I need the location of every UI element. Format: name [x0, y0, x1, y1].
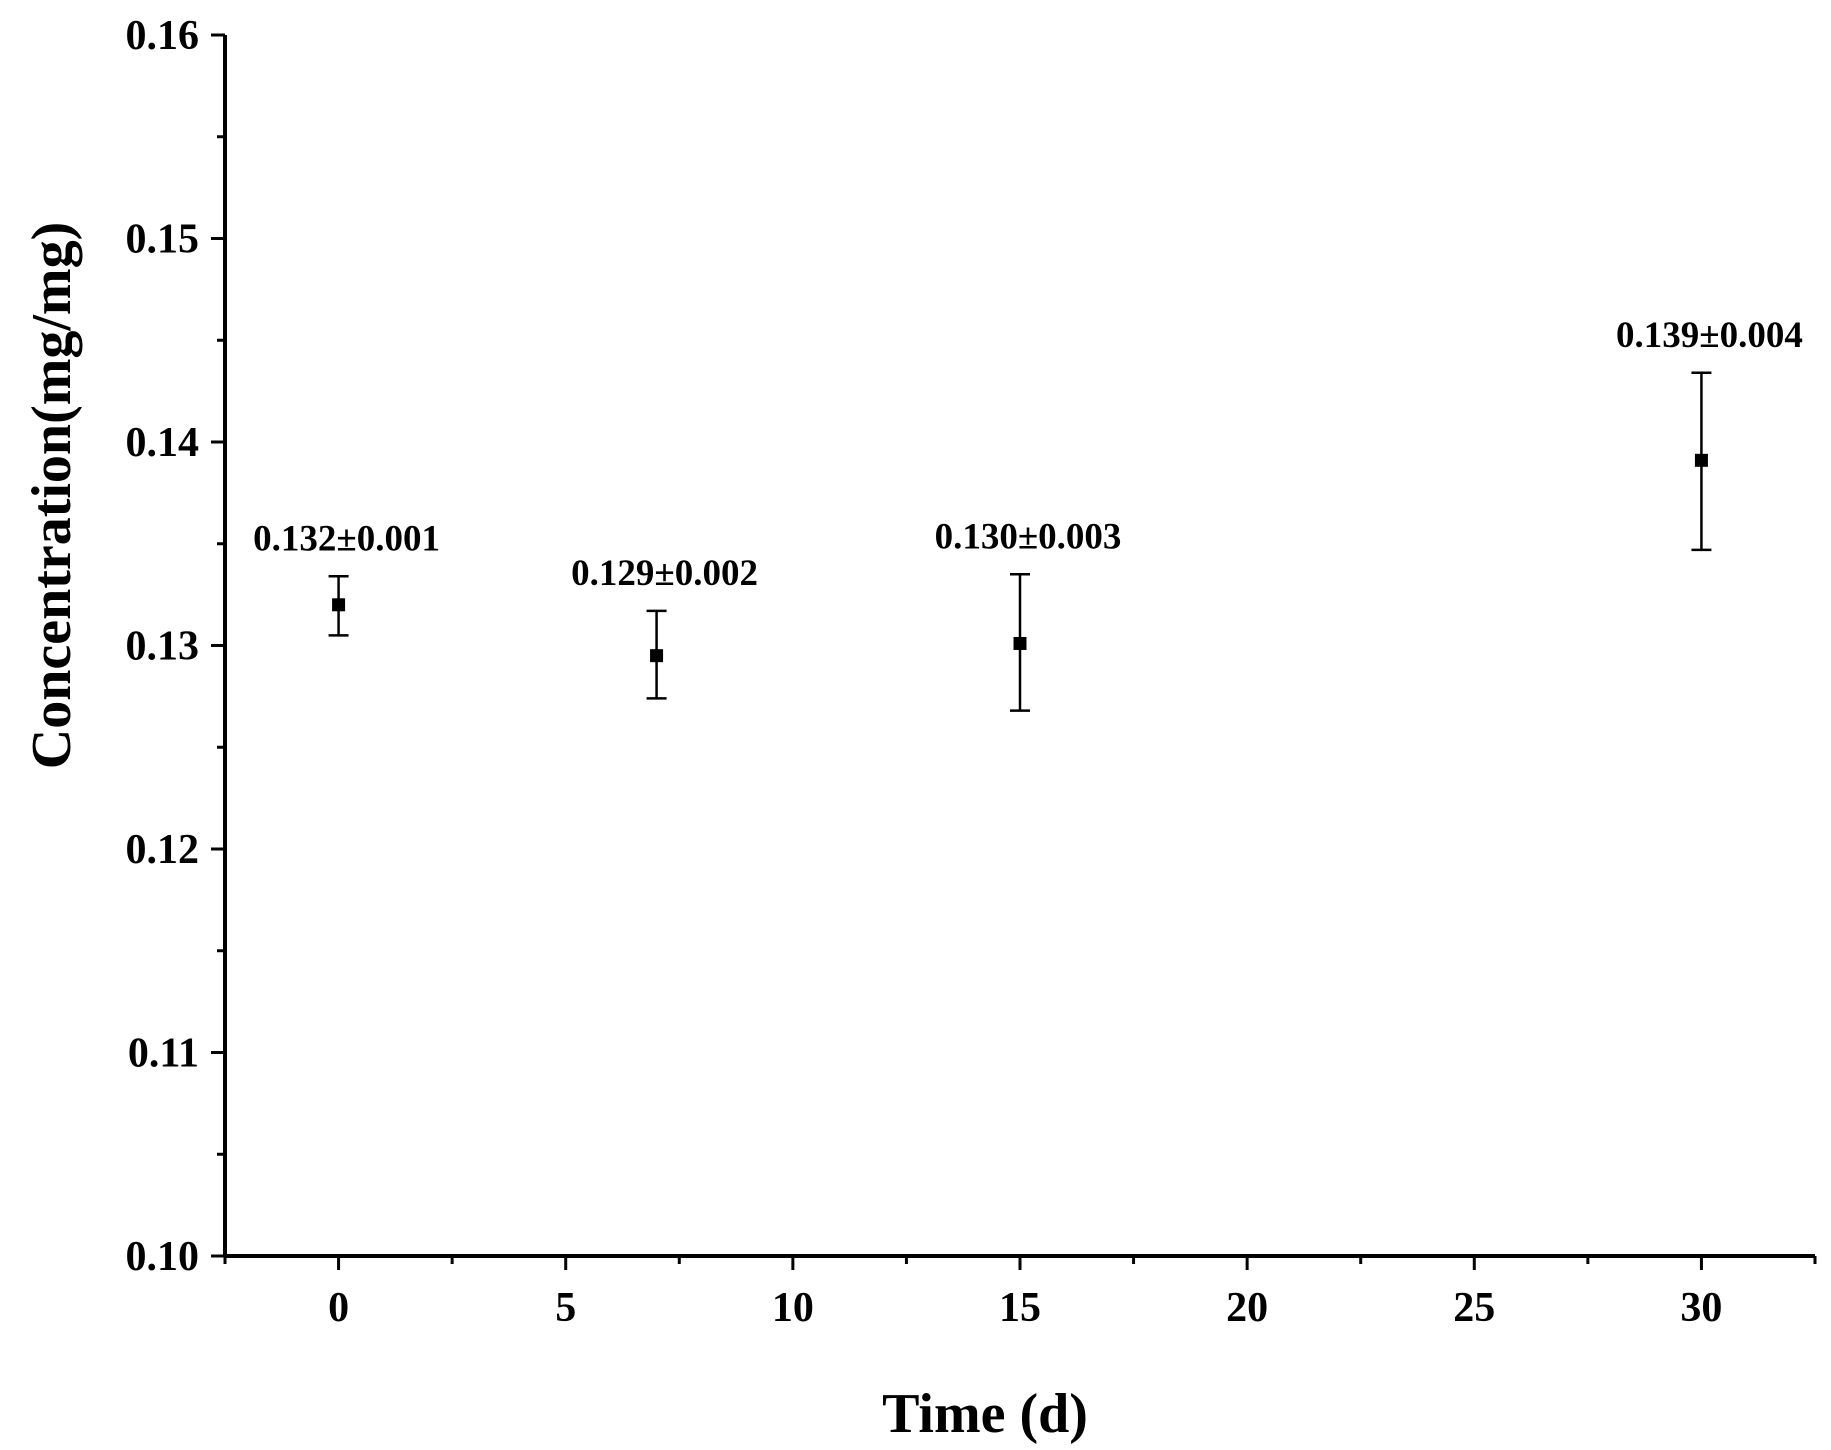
data-point-marker [1694, 453, 1708, 467]
data-point-group: 0.139±0.004 [1616, 315, 1803, 552]
x-tick-label: 10 [772, 1285, 814, 1331]
data-point-marker [332, 598, 346, 612]
x-tick-label: 0 [328, 1285, 349, 1331]
y-tick-label: 0.13 [126, 624, 200, 670]
y-tick-label: 0.16 [126, 13, 200, 59]
y-tick-label: 0.14 [126, 420, 200, 466]
y-ticks: 0.10 0.11 0.12 0.13 0.14 0.15 0.16 [126, 13, 225, 1280]
data-points: 0.132±0.001 0.129±0.002 0.130±0.003 0.139±0… [253, 315, 1803, 712]
x-tick-label: 25 [1453, 1285, 1495, 1331]
x-tick-label: 5 [555, 1285, 576, 1331]
y-tick-label: 0.10 [126, 1234, 200, 1280]
data-point-group: 0.129±0.002 [571, 553, 758, 700]
x-tick-label: 20 [1226, 1285, 1268, 1331]
y-tick-label: 0.12 [126, 827, 200, 873]
data-point-marker [1013, 636, 1027, 650]
data-label: 0.129±0.002 [571, 553, 758, 594]
data-point-marker [650, 649, 664, 663]
x-tick-label: 30 [1680, 1285, 1722, 1331]
data-point-group: 0.130±0.003 [935, 516, 1122, 712]
data-point-group: 0.132±0.001 [253, 518, 440, 637]
y-tick-label: 0.15 [126, 217, 200, 263]
data-label: 0.130±0.003 [935, 516, 1122, 557]
x-tick-label: 15 [999, 1285, 1041, 1331]
y-tick-label: 0.11 [128, 1031, 199, 1077]
y-axis-title: Concentration(mg/mg) [21, 222, 83, 769]
x-axis-title: Time (d) [882, 1383, 1088, 1445]
data-label: 0.132±0.001 [253, 518, 440, 559]
data-label: 0.139±0.004 [1616, 315, 1803, 356]
x-ticks: 0 5 10 15 20 25 30 [223, 1256, 1817, 1331]
